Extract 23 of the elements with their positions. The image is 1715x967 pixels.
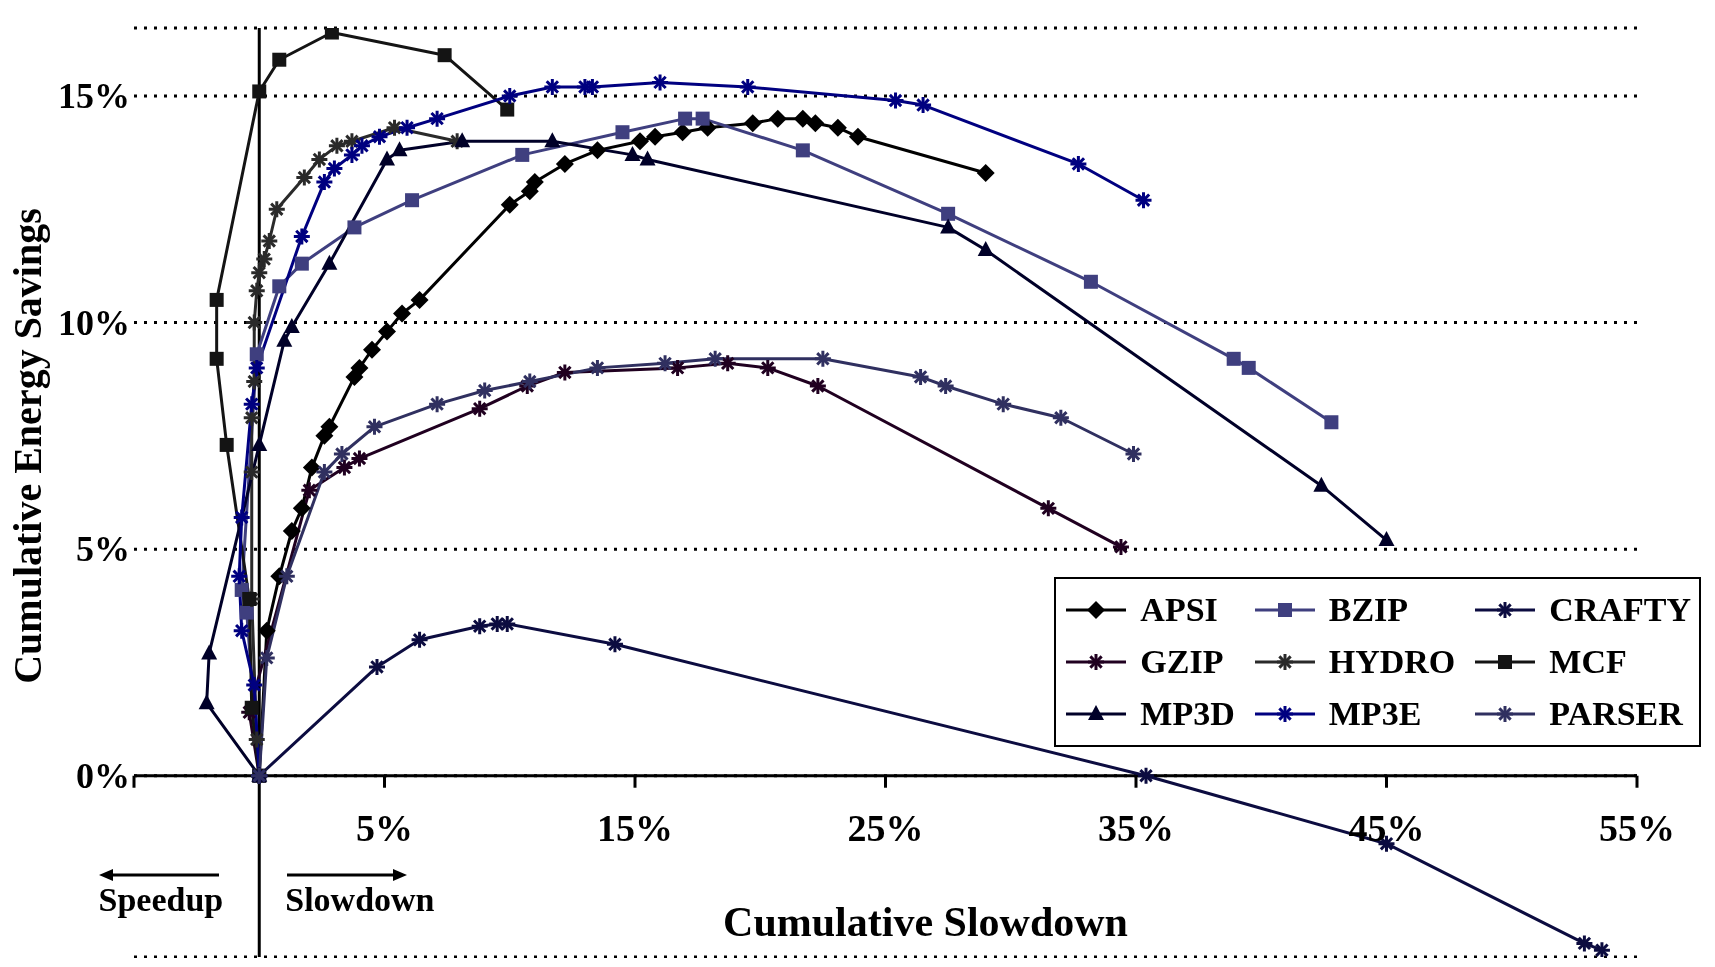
x-tick-label: 15% [597,806,673,849]
y-tick-label: 15% [58,75,130,116]
x-tick-label: 5% [356,806,413,849]
x-tick-label: 45% [1348,806,1425,849]
x-axis-title: Cumulative Slowdown [723,897,1128,946]
legend-label: APSI [1140,589,1218,630]
x-tick-label: 25% [847,806,924,849]
legend-label: BZIP [1328,589,1409,630]
legend-label: MP3D [1140,693,1235,734]
legend-label: PARSER [1549,693,1683,734]
annotation: Speedup [98,880,224,919]
annotation: Slowdown [285,880,435,919]
x-tick-label: 35% [1098,806,1174,849]
legend-label: CRAFTY [1549,589,1691,630]
legend-label: GZIP [1140,641,1224,682]
y-tick-label: 10% [58,302,130,343]
legend-label: MCF [1549,641,1627,682]
legend-label: MP3E [1328,693,1422,734]
y-axis-title: Cumulative Energy Savings [5,208,50,684]
y-tick-label: 5% [76,529,130,570]
legend-label: HYDRO [1328,641,1456,682]
x-tick-label: 55% [1599,806,1675,849]
y-tick-label: 0% [76,755,130,796]
